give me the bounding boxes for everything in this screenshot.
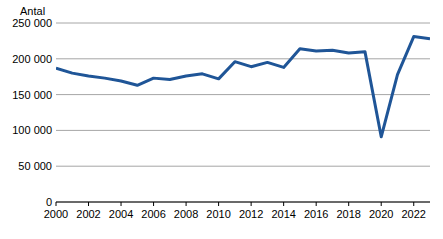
- grid-line: [56, 166, 430, 167]
- y-tick-label: 150 000: [12, 89, 52, 101]
- x-tick-label: 2020: [369, 208, 393, 220]
- x-tick: [56, 202, 57, 206]
- x-tick: [413, 202, 414, 206]
- x-tick-label: 2022: [401, 208, 425, 220]
- x-tick-label: 2012: [239, 208, 263, 220]
- x-axis-line: [56, 202, 430, 203]
- y-tick-label: 0: [46, 196, 52, 208]
- x-tick-label: 2018: [336, 208, 360, 220]
- x-tick-label: 2006: [141, 208, 165, 220]
- plot-area: [56, 37, 430, 137]
- y-tick-label: 200 000: [12, 53, 52, 65]
- x-tick-label: 2004: [109, 208, 133, 220]
- chart: Antal 0 50 000 100 000 150 000 200 000 250 000…: [0, 0, 443, 239]
- grid-line: [56, 130, 430, 131]
- grid-line: [56, 23, 430, 24]
- x-tick-label: 2008: [174, 208, 198, 220]
- y-tick-label: 100 000: [12, 124, 52, 136]
- y-axis-label: Antal: [20, 5, 45, 17]
- x-tick: [251, 202, 252, 206]
- x-tick: [153, 202, 154, 206]
- data-line: [56, 37, 430, 137]
- x-tick: [186, 202, 187, 206]
- x-tick: [218, 202, 219, 206]
- x-tick-label: 2010: [206, 208, 230, 220]
- x-tick-label: 2000: [44, 208, 68, 220]
- grid-line: [56, 58, 430, 59]
- x-tick: [88, 202, 89, 206]
- x-tick: [283, 202, 284, 206]
- x-tick: [348, 202, 349, 206]
- x-tick: [121, 202, 122, 206]
- y-tick-label: 50 000: [18, 160, 52, 172]
- y-tick-label: 250 000: [12, 17, 52, 29]
- x-tick-label: 2016: [304, 208, 328, 220]
- x-tick-label: 2014: [271, 208, 295, 220]
- grid-line: [56, 202, 430, 203]
- x-tick: [381, 202, 382, 206]
- x-tick: [316, 202, 317, 206]
- x-tick-label: 2002: [76, 208, 100, 220]
